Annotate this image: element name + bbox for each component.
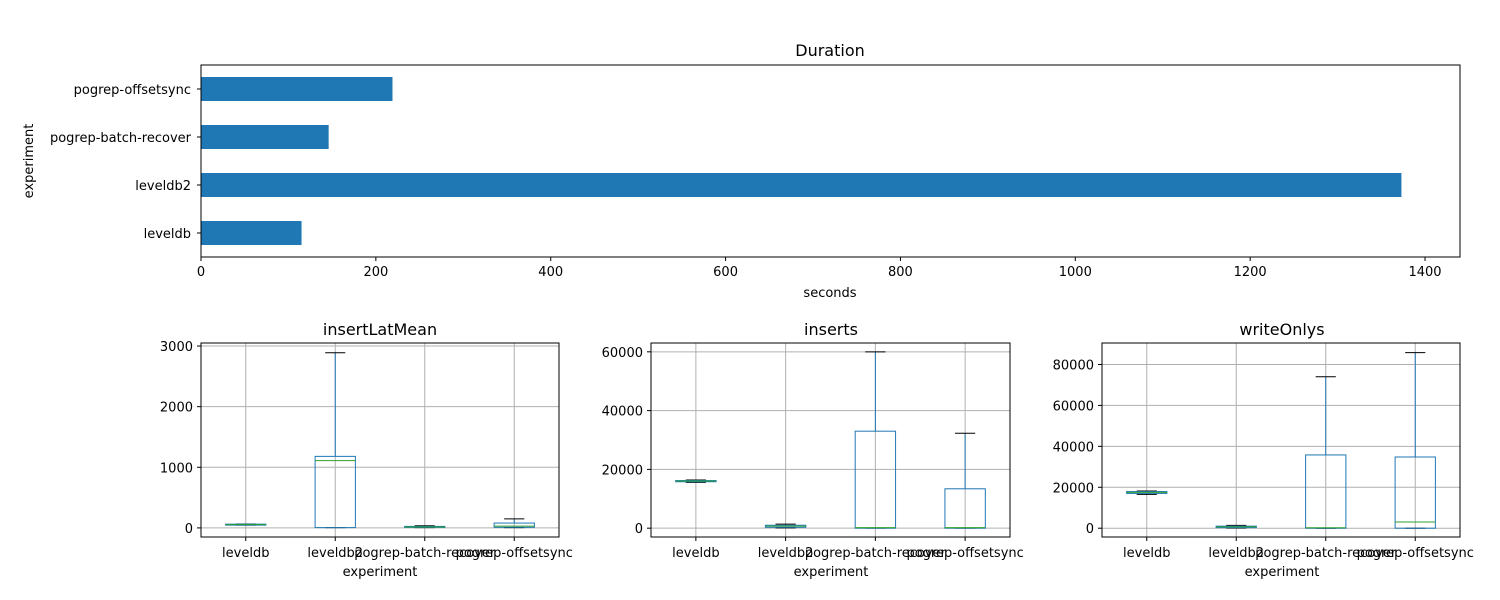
duration-xlabel: seconds	[803, 286, 856, 301]
bar-pogrep-batch-recover	[201, 125, 329, 149]
ytick-label: 20000	[1053, 481, 1094, 496]
xtick-label-leveldb2: leveldb2	[1208, 546, 1264, 561]
insertlatmean-chart: insertLatMean experiment 0 1000 2000 3000 le…	[160, 320, 573, 580]
duration-ylabel: experiment	[22, 124, 37, 199]
bar-leveldb2	[201, 173, 1402, 197]
plot-frame	[200, 342, 560, 538]
ytick-label-pogrep-batch-recover: pogrep-batch-recover	[50, 131, 192, 146]
xtick-label: 600	[713, 265, 738, 280]
ytick-label: 20000	[602, 463, 643, 478]
ytick-label: 60000	[1053, 399, 1094, 414]
ytick-label: 80000	[1053, 358, 1094, 373]
ytick-label: 40000	[602, 405, 643, 420]
xtick-label-leveldb2: leveldb2	[758, 546, 814, 561]
xtick-label-leveldb2: leveldb2	[307, 546, 363, 561]
xtick-label-leveldb: leveldb	[672, 546, 719, 561]
duration-chart: Duration seconds experiment leveldb level…	[22, 41, 1461, 301]
ytick-label: 40000	[1053, 440, 1094, 455]
xtick-label-pogrep-offsetsync: pogrep-offsetsync	[456, 546, 573, 561]
xtick-label: 0	[197, 265, 205, 280]
box-pogrep-batch-recover	[854, 430, 897, 529]
ytick-label: 0	[1086, 522, 1094, 537]
xtick-label-leveldb: leveldb	[222, 546, 269, 561]
insertlatmean-title: insertLatMean	[323, 320, 437, 339]
bar-leveldb	[201, 221, 302, 245]
writeonlys-xlabel: experiment	[1245, 565, 1320, 580]
box-leveldb2	[314, 455, 356, 529]
inserts-chart: inserts experiment 0 20000 40000 60000 level…	[602, 320, 1024, 580]
box-pogrep-offsetsync	[1394, 456, 1436, 529]
ytick-label-leveldb: leveldb	[144, 227, 191, 242]
xtick-label-pogrep-batch-recover: pogrep-batch-recover	[805, 546, 947, 561]
xtick-label: 1000	[1059, 265, 1092, 280]
writeonlys-chart: writeOnlys experiment 0 20000 40000 60000 80…	[1053, 320, 1474, 580]
xtick-label-pogrep-batch-recover: pogrep-batch-recover	[354, 546, 496, 561]
plot-frame	[650, 342, 1011, 538]
ytick-label: 1000	[160, 461, 193, 476]
xtick-label: 1200	[1234, 265, 1267, 280]
ytick-label-pogrep-offsetsync: pogrep-offsetsync	[74, 83, 191, 98]
ytick-label: 3000	[160, 340, 193, 355]
box-pogrep-offsetsync	[944, 488, 986, 529]
xtick-label: 800	[888, 265, 913, 280]
box-pogrep-offsetsync	[493, 522, 535, 528]
insertlatmean-xlabel: experiment	[343, 565, 418, 580]
xtick-label: 200	[363, 265, 388, 280]
plot-frame	[200, 64, 1461, 258]
bar-pogrep-offsetsync	[201, 77, 393, 101]
xtick-label-pogrep-batch-recover: pogrep-batch-recover	[1255, 546, 1397, 561]
ytick-label-leveldb2: leveldb2	[135, 179, 191, 194]
inserts-title: inserts	[804, 320, 858, 339]
inserts-xlabel: experiment	[794, 565, 869, 580]
duration-title: Duration	[795, 41, 865, 60]
xtick-label-pogrep-offsetsync: pogrep-offsetsync	[1357, 546, 1474, 561]
ytick-label: 2000	[160, 401, 193, 416]
xtick-label-pogrep-offsetsync: pogrep-offsetsync	[906, 546, 1023, 561]
plot-frame	[1101, 342, 1461, 538]
xtick-label-leveldb: leveldb	[1123, 546, 1170, 561]
xtick-label: 400	[538, 265, 563, 280]
writeonlys-title: writeOnlys	[1239, 320, 1324, 339]
ytick-label: 60000	[602, 346, 643, 361]
ytick-label: 0	[185, 522, 193, 537]
xtick-label: 1400	[1408, 265, 1441, 280]
ytick-label: 0	[635, 522, 643, 537]
